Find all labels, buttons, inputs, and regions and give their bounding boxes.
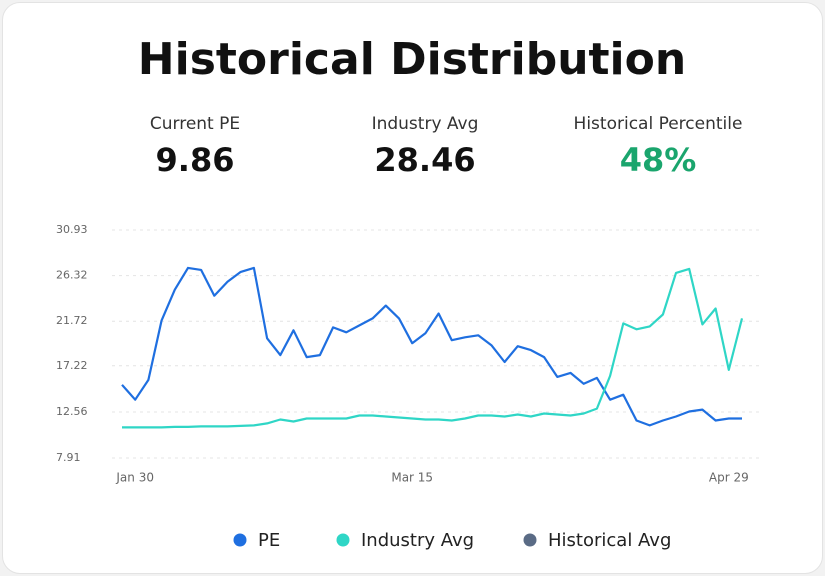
y-tick-label: 30.93	[56, 223, 88, 236]
stat-value: 28.46	[374, 141, 475, 179]
x-tick-label: Jan 30	[115, 471, 154, 485]
stat-value: 9.86	[156, 141, 235, 179]
stat-label: Current PE	[150, 114, 240, 134]
stat-label: Historical Percentile	[574, 114, 743, 134]
y-tick-label: 7.91	[56, 451, 81, 464]
legend-marker	[523, 533, 537, 547]
stat-value: 48%	[620, 141, 697, 179]
y-tick-label: 26.32	[56, 269, 88, 282]
legend-label: Industry Avg	[361, 530, 474, 551]
legend-marker	[233, 533, 247, 547]
x-tick-label: Mar 15	[391, 471, 433, 485]
x-tick-label: Apr 29	[709, 471, 749, 485]
legend-marker	[336, 533, 350, 547]
legend-label: PE	[258, 530, 280, 551]
y-tick-label: 21.72	[56, 314, 88, 327]
legend-label: Historical Avg	[548, 530, 671, 551]
stat-label: Industry Avg	[372, 114, 479, 134]
series-line	[121, 266, 742, 427]
y-tick-label: 12.56	[56, 405, 88, 418]
chart-title: Historical Distribution	[138, 34, 686, 85]
series-line	[122, 267, 744, 429]
y-tick-label: 17.22	[56, 359, 88, 372]
